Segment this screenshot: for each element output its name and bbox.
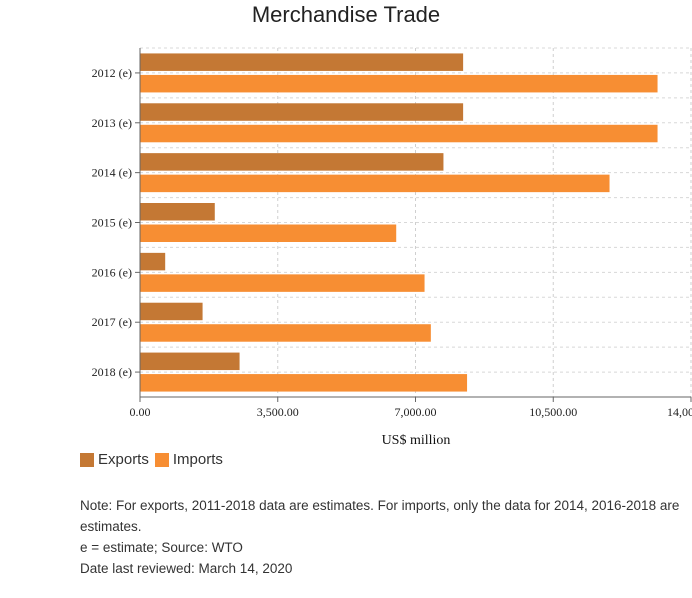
y-tick-label: 2013 (e) bbox=[92, 116, 132, 130]
bar-imports-1 bbox=[140, 74, 658, 93]
bar-exports-3 bbox=[140, 153, 444, 171]
chart-notes: Note: For exports, 2011-2018 data are es… bbox=[80, 495, 680, 579]
x-tick-label: 10,500.00 bbox=[529, 405, 577, 419]
bar-imports-7 bbox=[140, 374, 468, 392]
x-tick-label: 0.00 bbox=[130, 405, 151, 419]
legend-item-exports[interactable]: Exports bbox=[80, 451, 149, 468]
axis-layer: 2012 (e) 2013 (e) 2014 (e) 2015 (e) 2016 (e)… bbox=[92, 48, 692, 419]
legend-swatch-imports bbox=[154, 452, 169, 467]
y-tick-label: 2012 (e) bbox=[92, 66, 132, 80]
bar-exports-5 bbox=[140, 252, 166, 271]
grid-layer bbox=[140, 47, 692, 397]
bar-imports-2 bbox=[140, 124, 658, 143]
y-tick-label: 2018 (e) bbox=[92, 365, 132, 379]
y-tick-label: 2015 (e) bbox=[92, 216, 132, 230]
x-tick-label: 7,000.00 bbox=[395, 405, 437, 419]
x-tick-label: 3,500.00 bbox=[257, 405, 299, 419]
bar-exports-4 bbox=[140, 203, 215, 221]
date-reviewed-text: Date last reviewed: March 14, 2020 bbox=[80, 561, 293, 576]
y-tick-label: 2014 (e) bbox=[92, 166, 132, 180]
bar-exports-7 bbox=[140, 352, 240, 371]
bar-exports-6 bbox=[140, 302, 203, 321]
bar-exports-2 bbox=[140, 103, 464, 121]
x-axis-title: US$ million bbox=[382, 433, 451, 448]
legend-label-imports: Imports bbox=[172, 451, 223, 468]
y-tick-label: 2016 (e) bbox=[92, 265, 132, 279]
bars-layer bbox=[140, 53, 658, 392]
x-tick-label: 14,000.00 bbox=[667, 405, 692, 419]
chart-title: Merchandise Trade bbox=[251, 2, 441, 27]
legend-label-exports: Exports bbox=[98, 451, 149, 468]
bar-imports-5 bbox=[140, 274, 425, 292]
bar-chart: 2012 (e) 2013 (e) 2014 (e) 2015 (e) 2016 (e)… bbox=[92, 47, 692, 448]
bar-imports-6 bbox=[140, 324, 431, 342]
bar-exports-1 bbox=[140, 53, 464, 71]
bar-imports-3 bbox=[140, 174, 610, 193]
source-text: e = estimate; Source: WTO bbox=[80, 540, 243, 555]
legend-swatch-exports bbox=[80, 452, 94, 467]
legend: Exports Imports bbox=[80, 451, 229, 468]
y-tick-label: 2017 (e) bbox=[92, 315, 132, 329]
bar-imports-4 bbox=[140, 224, 397, 242]
legend-item-imports[interactable]: Imports bbox=[154, 451, 223, 468]
note-text: Note: For exports, 2011-2018 data are es… bbox=[80, 498, 680, 534]
